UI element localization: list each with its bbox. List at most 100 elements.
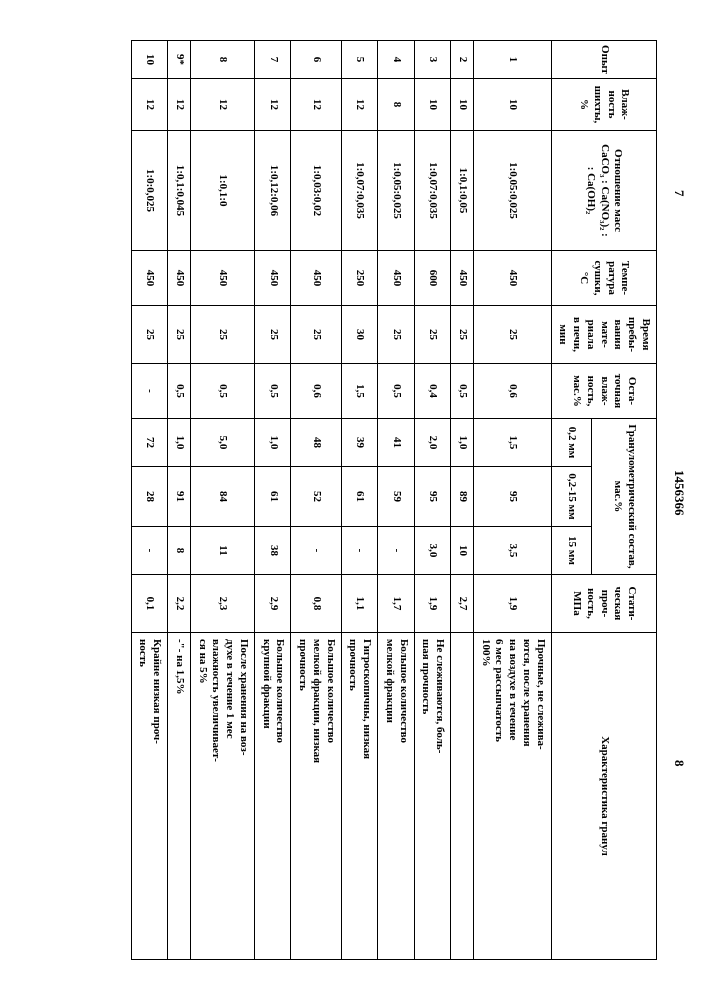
cell-desc: Большое количествомелкой фракции	[378, 633, 415, 960]
cell-ratio: 1:0,1:0,045	[168, 131, 191, 251]
cell-desc: После хранения на воз-духе в течение 1 м…	[191, 633, 255, 960]
hdr-opyt: Опыт	[551, 41, 656, 79]
cell-time: 25	[474, 306, 552, 364]
table-body: 1101:0,05:0,025450250,61,5953,51,9Прочны…	[131, 41, 551, 960]
cell-time: 25	[255, 306, 292, 364]
cell-ost: 0,5	[168, 364, 191, 419]
cell-g3: -	[378, 527, 415, 575]
table-row: 9*121:0,1:0,045450250,51,09182,2-"- на 1…	[168, 41, 191, 960]
cell-vlazh: 12	[291, 79, 341, 131]
hdr-temp: Темпе-ратурасушки,°C	[551, 251, 656, 306]
cell-g2: 52	[291, 467, 341, 527]
table-row: 3101:0,07:0,035600250,42,0953,01,9Не сле…	[414, 41, 451, 960]
cell-g3: 3,5	[474, 527, 552, 575]
cell-strength: 1,9	[414, 575, 451, 633]
cell-desc: Гигроскопичны, низкаяпрочность	[341, 633, 378, 960]
cell-desc: Прочные, не слежива-ются, после хранения…	[474, 633, 552, 960]
table-row: 7121:0,12:0,06450250,51,061382,9Большое …	[255, 41, 292, 960]
cell-time: 25	[414, 306, 451, 364]
cell-desc: Большое количествокрупной фракции	[255, 633, 292, 960]
table-head: Опыт Влаж-ностьшихты,% Отношение массCaC…	[551, 41, 656, 960]
cell-strength: 2,9	[255, 575, 292, 633]
cell-vlazh: 12	[191, 79, 255, 131]
cell-g1: 72	[131, 419, 168, 467]
cell-g3: 11	[191, 527, 255, 575]
cell-ratio: 1:0,05:0,025	[378, 131, 415, 251]
hdr-gran-top: Гранулометрический состав,мас.%	[592, 419, 657, 575]
cell-temp: 450	[168, 251, 191, 306]
table-row: 481:0,05:0,025450250,54159-1,7Большое ко…	[378, 41, 415, 960]
cell-vlazh: 10	[451, 79, 474, 131]
cell-ratio: 1:0,05:0,025	[474, 131, 552, 251]
cell-strength: 0,8	[291, 575, 341, 633]
hdr-g1: 0,2 мм	[551, 419, 591, 467]
cell-strength: 2,2	[168, 575, 191, 633]
cell-opyt: 8	[191, 41, 255, 79]
cell-ost: 0,5	[191, 364, 255, 419]
page-numbers: 7 1456366 8	[657, 40, 687, 960]
table-row: 5121:0,07:0,035250301,53961-1,1Гигроскоп…	[341, 41, 378, 960]
cell-desc	[451, 633, 474, 960]
hdr-time: Времяпребы-ваниямате-риалав печи,мин	[551, 306, 656, 364]
cell-g2: 95	[474, 467, 552, 527]
cell-g2: 89	[451, 467, 474, 527]
cell-ost: 0,6	[474, 364, 552, 419]
cell-g2: 61	[341, 467, 378, 527]
cell-strength: 0,1	[131, 575, 168, 633]
cell-ost: 1,5	[341, 364, 378, 419]
cell-temp: 450	[474, 251, 552, 306]
cell-time: 25	[131, 306, 168, 364]
cell-desc: Крайне низкая проч-ность	[131, 633, 168, 960]
page-num-left: 7	[671, 190, 687, 197]
cell-ratio: 1:0,1:0,05	[451, 131, 474, 251]
cell-temp: 250	[341, 251, 378, 306]
cell-temp: 450	[291, 251, 341, 306]
hdr-strength: Стати-ческаяпроч-ность,МПа	[551, 575, 656, 633]
cell-opyt: 5	[341, 41, 378, 79]
cell-g2: 59	[378, 467, 415, 527]
cell-g3: -	[341, 527, 378, 575]
cell-ratio: 1:0,03:0,02	[291, 131, 341, 251]
cell-temp: 450	[131, 251, 168, 306]
hdr-ratio: Отношение массCaCO₃ : Ca(NO₃)₂ :: Ca(OH)…	[551, 131, 656, 251]
table-row: 1101:0,05:0,025450250,61,5953,51,9Прочны…	[474, 41, 552, 960]
cell-g3: 3,0	[414, 527, 451, 575]
cell-opyt: 1	[474, 41, 552, 79]
cell-ratio: 1:0:0,025	[131, 131, 168, 251]
cell-time: 25	[291, 306, 341, 364]
table-row: 8121:0,1:0450250,55,084112,3После хранен…	[191, 41, 255, 960]
cell-ost: 0,6	[291, 364, 341, 419]
cell-strength: 1,9	[474, 575, 552, 633]
cell-ratio: 1:0,1:0	[191, 131, 255, 251]
cell-g1: 1,0	[255, 419, 292, 467]
cell-ost: -	[131, 364, 168, 419]
cell-g1: 2,0	[414, 419, 451, 467]
cell-g1: 5,0	[191, 419, 255, 467]
cell-temp: 450	[191, 251, 255, 306]
cell-temp: 450	[378, 251, 415, 306]
cell-ost: 0,5	[451, 364, 474, 419]
cell-time: 30	[341, 306, 378, 364]
cell-opyt: 2	[451, 41, 474, 79]
cell-time: 25	[191, 306, 255, 364]
cell-vlazh: 12	[341, 79, 378, 131]
cell-g2: 61	[255, 467, 292, 527]
cell-temp: 600	[414, 251, 451, 306]
cell-opyt: 7	[255, 41, 292, 79]
hdr-desc: Характеристика гранул	[551, 633, 656, 960]
cell-g1: 1,5	[474, 419, 552, 467]
cell-g3: -	[131, 527, 168, 575]
page-num-right: 8	[671, 760, 687, 767]
cell-desc: -"- на 1,5%	[168, 633, 191, 960]
cell-time: 25	[451, 306, 474, 364]
cell-vlazh: 8	[378, 79, 415, 131]
cell-g2: 95	[414, 467, 451, 527]
cell-desc: Не слеживаются, боль-шая прочность	[414, 633, 451, 960]
cell-strength: 2,7	[451, 575, 474, 633]
cell-vlazh: 10	[474, 79, 552, 131]
cell-ost: 0,5	[378, 364, 415, 419]
hdr-ost: Оста-точнаявлаж-ность,мас.%	[551, 364, 656, 419]
doc-number: 1456366	[671, 470, 687, 516]
cell-desc: Большое количествомелкой фракции, низкая…	[291, 633, 341, 960]
cell-opyt: 4	[378, 41, 415, 79]
